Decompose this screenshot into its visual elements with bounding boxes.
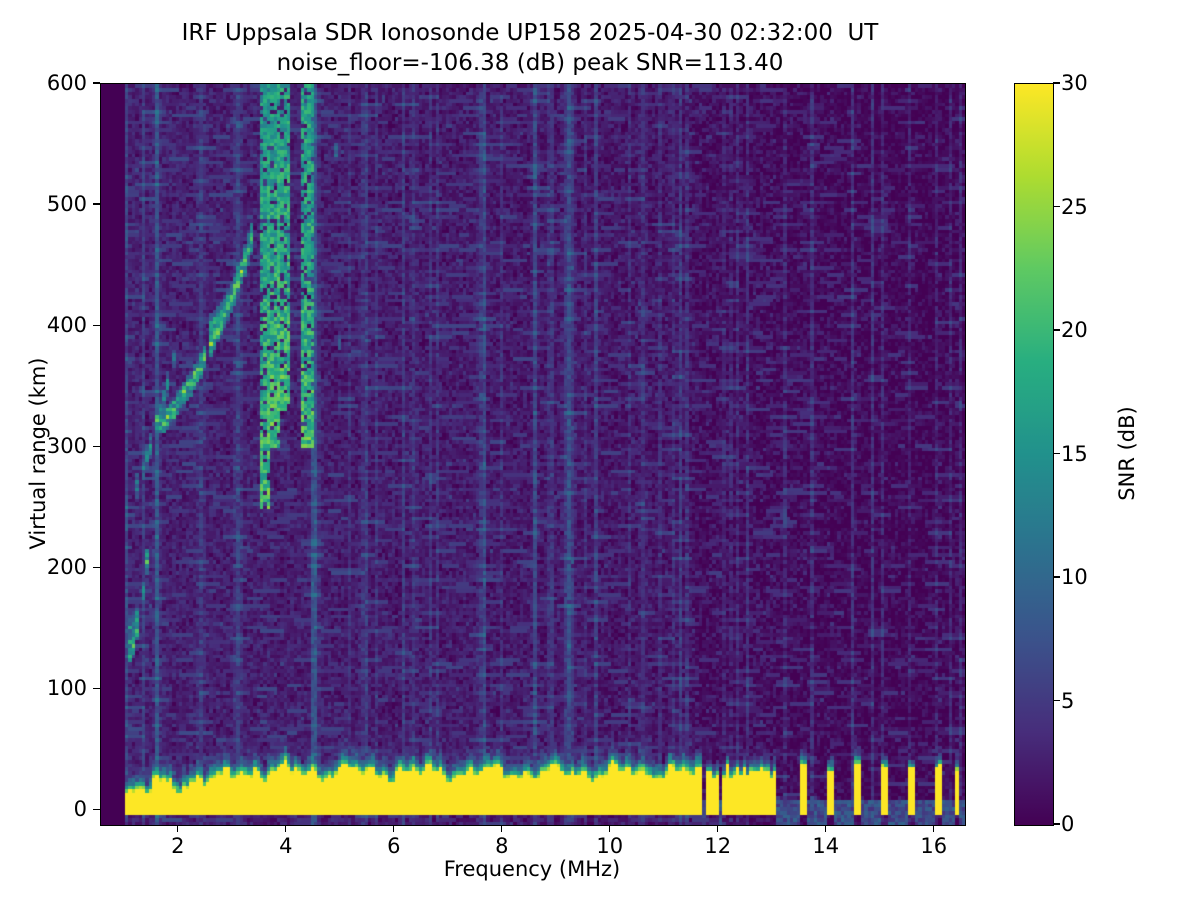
x-tick-mark-8 [501, 825, 503, 832]
y-tick-label-200: 200 [46, 555, 87, 580]
colorbar-tick-label-10: 10 [1061, 565, 1088, 589]
x-tick-mark-10 [609, 825, 611, 832]
colorbar-tick-mark-10 [1053, 576, 1060, 578]
x-tick-label-14: 14 [812, 834, 840, 858]
colorbar [1014, 83, 1054, 826]
title-line-1: IRF Uppsala SDR Ionosonde UP158 2025-04-… [181, 20, 879, 46]
colorbar-tick-mark-0 [1053, 823, 1060, 825]
colorbar-tick-mark-15 [1053, 452, 1060, 455]
x-tick-label-6: 6 [387, 834, 401, 858]
colorbar-tick-mark-20 [1053, 329, 1060, 331]
colorbar-tick-label-25: 25 [1061, 194, 1088, 219]
x-tick-mark-16 [933, 825, 935, 832]
colorbar-tick-mark-5 [1053, 699, 1060, 702]
x-tick-mark-2 [177, 825, 179, 832]
colorbar-tick-label-0: 0 [1061, 812, 1075, 836]
y-tick-mark-300 [93, 445, 100, 447]
colorbar-tick-mark-30 [1053, 82, 1060, 84]
y-tick-mark-200 [93, 566, 100, 568]
y-tick-mark-600 [93, 82, 100, 84]
y-tick-label-500: 500 [46, 192, 87, 217]
ionogram-plot-area [100, 83, 966, 826]
y-tick-label-300: 300 [46, 434, 87, 459]
colorbar-tick-label-5: 5 [1061, 688, 1075, 713]
y-tick-label-0: 0 [73, 797, 87, 822]
y-tick-label-600: 600 [46, 71, 87, 95]
y-tick-mark-0 [93, 808, 100, 811]
y-tick-mark-400 [93, 324, 100, 326]
colorbar-tick-label-15: 15 [1061, 441, 1088, 466]
y-tick-mark-100 [93, 687, 100, 690]
x-tick-mark-12 [717, 825, 719, 832]
x-tick-mark-14 [825, 825, 827, 832]
x-tick-label-10: 10 [596, 834, 624, 858]
x-tick-mark-4 [285, 825, 287, 832]
x-tick-label-2: 2 [171, 834, 185, 858]
y-tick-mark-500 [93, 203, 100, 205]
x-tick-label-12: 12 [704, 834, 732, 858]
title-line-2: noise_floor=-106.38 (dB) peak SNR=113.40 [276, 50, 784, 76]
x-tick-label-8: 8 [495, 834, 509, 858]
x-axis-label: Frequency (MHz) [443, 857, 621, 881]
x-tick-label-4: 4 [279, 834, 293, 858]
colorbar-tick-label-30: 30 [1061, 71, 1088, 95]
figure-title: IRF Uppsala SDR Ionosonde UP158 2025-04-… [0, 18, 1060, 78]
colorbar-tick-label-20: 20 [1061, 318, 1088, 342]
y-tick-label-100: 100 [46, 676, 87, 701]
x-tick-mark-6 [393, 825, 395, 832]
x-tick-label-16: 16 [920, 834, 948, 858]
ionogram-heatmap [101, 84, 965, 825]
colorbar-tick-mark-25 [1053, 205, 1060, 208]
y-tick-label-400: 400 [46, 313, 87, 338]
colorbar-gradient [1015, 84, 1053, 825]
